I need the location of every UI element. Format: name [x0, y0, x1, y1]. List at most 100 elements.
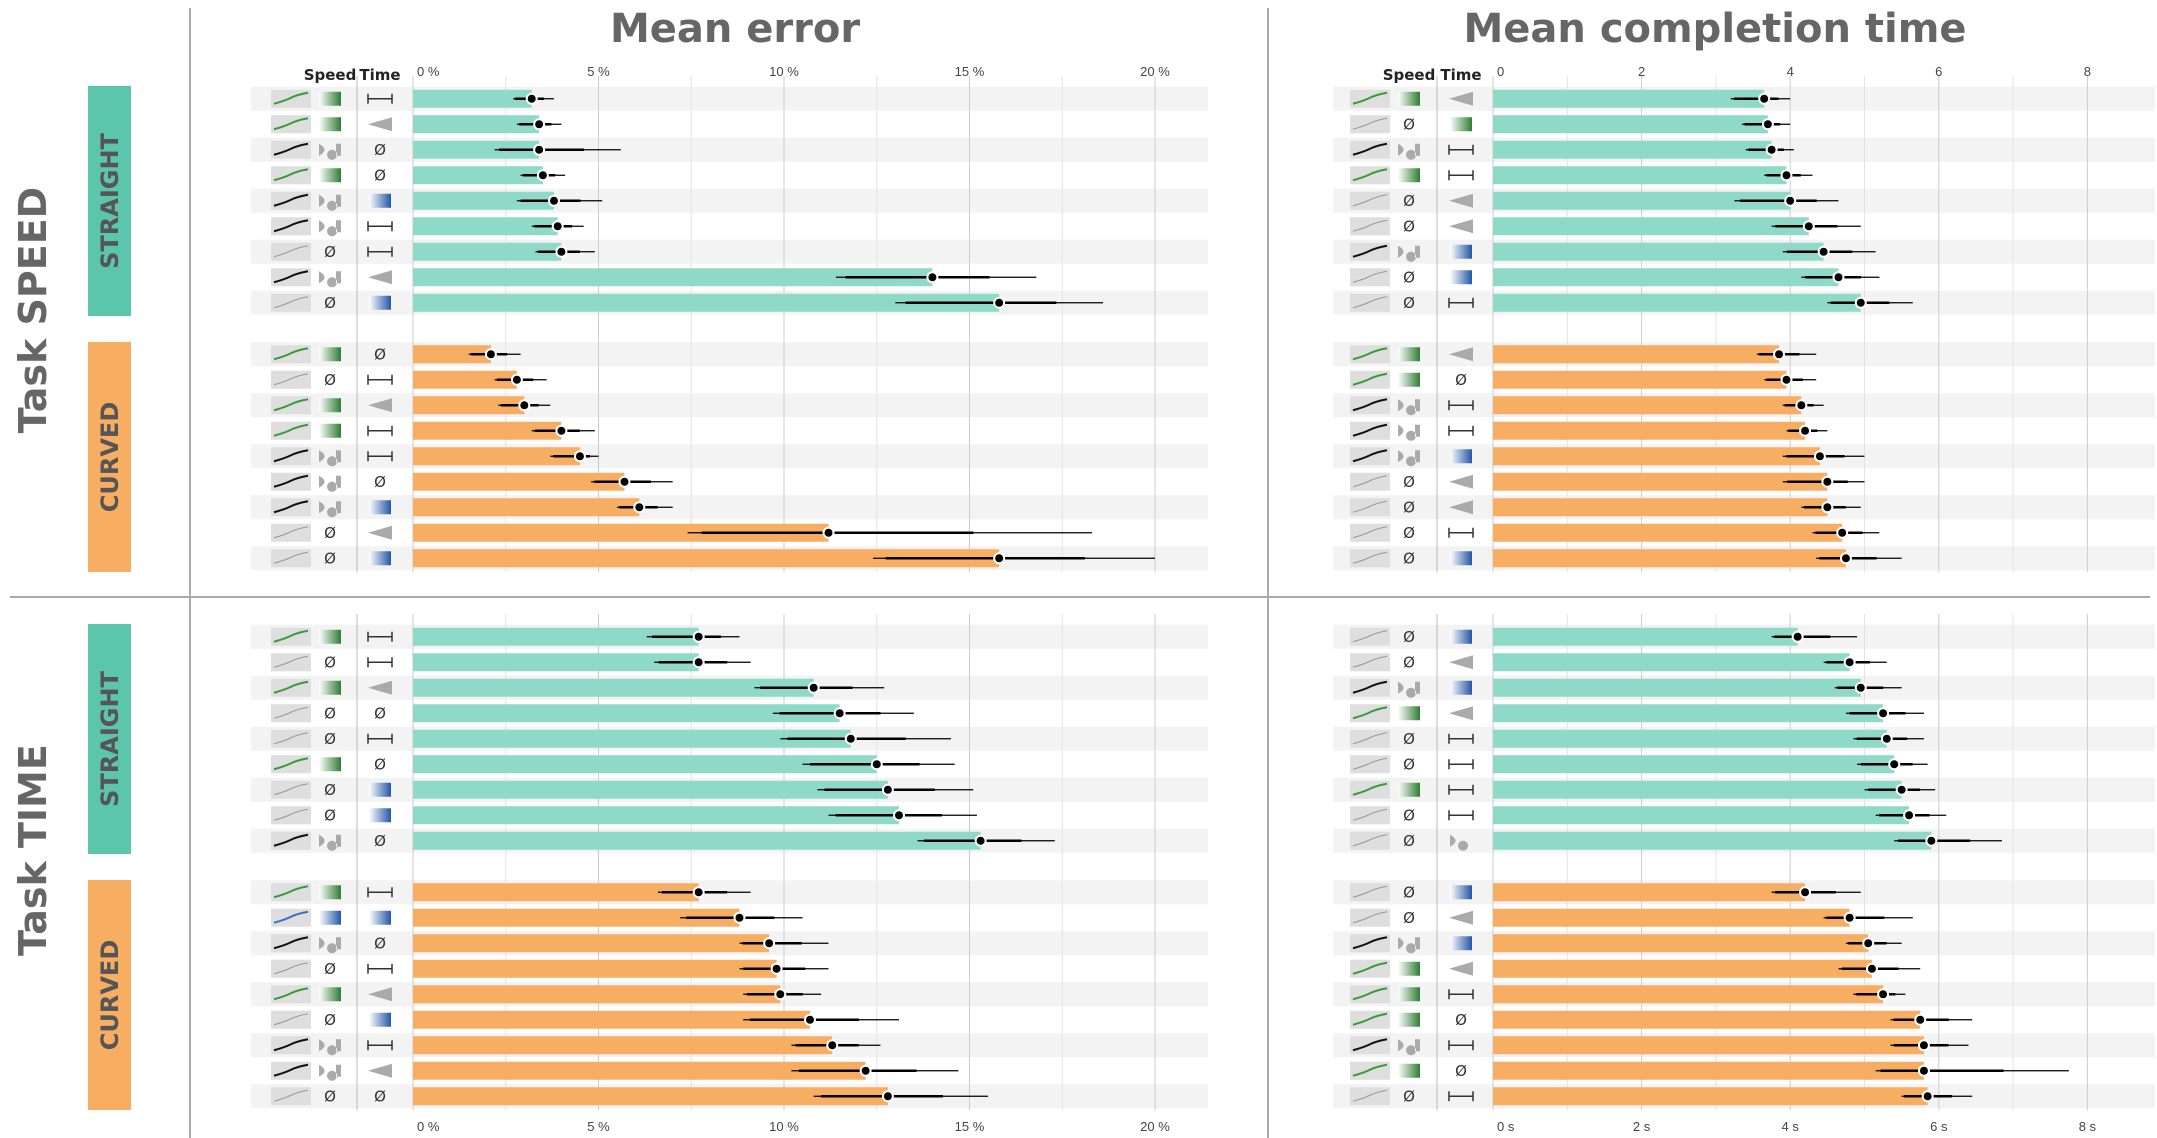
panel-3-curved-row-5-bar: [1493, 1010, 1921, 1029]
panel-1-curved-row-6-mean-point: [1821, 501, 1834, 514]
panel-3-straight-row-6-sparkline-icon-line: [1352, 782, 1388, 796]
panel-0-curved-row-2-bar: [413, 396, 525, 415]
panel-2-straight-row-2-time-icon: [368, 680, 392, 695]
panel-0-straight-row-8-bar: [413, 293, 1000, 312]
panel-3-straight-row-1-sparkline-icon-line: [1352, 655, 1388, 668]
panel-0-curved-row-4-speed-icon: [319, 450, 341, 467]
panel-0-straight-row-4-mean-point: [547, 194, 560, 207]
panel-3-tick-label-2: 4 s: [1782, 1119, 1800, 1134]
panel-0-straight-row-1-bar: [413, 115, 540, 134]
panel-0-straight-row-0-time-icon: [367, 93, 393, 104]
panel-2-straight-row-8-bar: [413, 831, 981, 850]
panel-3-straight-row-4-time-icon: [1448, 733, 1474, 744]
panel-1-straight-row-3-bar: [1493, 166, 1787, 185]
panel-0-stripe-1-2: [251, 393, 1208, 418]
panel-3-straight-row-1-time-icon: [1449, 655, 1473, 670]
panel-3-straight-row-3-time-icon: [1449, 706, 1473, 721]
panel-3-straight-row-7-sparkline-icon-bg: [1350, 806, 1390, 825]
panel-1-curved-row-8-time-icon: [1450, 551, 1472, 566]
panel-0-straight-row-0-speed-icon: [319, 91, 341, 106]
panel-0-curved-row-3-time-icon: [367, 425, 393, 436]
panel-1-straight-row-7-speed-icon: Ø: [1403, 268, 1415, 286]
panel-2-straight-row-0-speed-icon: [319, 629, 341, 644]
panel-0-straight-row-1-sparkline-icon-line: [273, 117, 309, 131]
panel-0-curved-row-8-sparkline-icon-line: [273, 551, 309, 564]
panel-2-straight-row-8-sparkline-icon-line: [273, 833, 309, 847]
panel-3-curved-row-1-sparkline-icon-line: [1352, 911, 1388, 924]
panel-1-curved-row-3-speed-icon: [1398, 424, 1420, 441]
speed-header-error: Speed: [304, 66, 357, 84]
panel-1-straight-row-4-time-icon: [1449, 193, 1473, 208]
panel-3-curved-row-8-time-icon: [1448, 1091, 1474, 1102]
panel-2-straight-row-4-bar: [413, 729, 851, 748]
panel-1-curved-row-0-bar: [1493, 345, 1780, 364]
panel-2-straight-row-4-sparkline-icon-line: [273, 732, 309, 745]
panel-0-curved-row-3-speed-icon: [319, 423, 341, 438]
panel-2-straight-row-6-bar: [413, 780, 888, 799]
panel-2-straight-row-1-mean-point: [692, 656, 705, 669]
panel-0-curved-row-7-time-icon: [368, 525, 392, 540]
panel-0-stripe-1-6: [251, 495, 1208, 520]
panel-2-curved-row-7-speed-icon: [319, 1064, 341, 1081]
panel-3-curved-row-8-mean-point: [1921, 1090, 1934, 1103]
panel-1-straight-row-6-time-icon: [1450, 244, 1472, 259]
badge-curved-time: CURVED: [88, 880, 131, 1110]
panel-0-straight-row-6-mean-point: [555, 245, 568, 258]
panel-0-stripe-0-2: [251, 137, 1208, 162]
panel-2-curved-row-4-bar: [413, 985, 781, 1004]
badge-straight-time: STRAIGHT: [88, 624, 131, 854]
panel-1-straight-row-0-mean-point: [1758, 92, 1771, 105]
panel-0-tick-label-4: 20 %: [1140, 64, 1170, 79]
panel-3-curved-row-0-mean-point: [1799, 886, 1812, 899]
panel-1-curved-row-2-mean-point: [1795, 399, 1808, 412]
panel-1-straight-row-8-bar: [1493, 293, 1861, 312]
panel-2-straight-row-4-speed-icon: Ø: [324, 730, 336, 748]
panel-2-tick-label-1: 5 %: [587, 1119, 610, 1134]
panel-3-straight-row-4-bar: [1493, 729, 1887, 748]
panel-1-curved-row-0-time-icon: [1449, 347, 1473, 362]
panel-0-straight-row-3-bar: [413, 166, 543, 185]
panel-1-curved-row-6-time-icon: [1449, 500, 1473, 515]
panel-0-curved-row-6-bar: [413, 498, 640, 517]
panel-0-straight-row-3-time-icon: Ø: [374, 166, 386, 184]
panel-1-straight-row-4-sparkline-icon-line: [1352, 194, 1388, 207]
panel-3-straight-row-8-sparkline-icon-line: [1352, 834, 1388, 847]
panel-0-straight-row-7-time-icon: [368, 270, 392, 285]
panel-1-curved-row-3-mean-point: [1799, 424, 1812, 437]
panel-1-curved-row-7-bar: [1493, 523, 1843, 542]
panel-0-curved-row-8-bar: [413, 549, 1000, 568]
panel-0-curved-row-0-speed-icon: [319, 347, 341, 362]
panel-3-curved-row-1-mean-point: [1843, 911, 1856, 924]
panel-0-curved-row-4-sparkline-icon-line: [273, 449, 309, 463]
panel-0-curved-row-8-mean-point: [993, 552, 1006, 565]
panel-3-curved-row-0-sparkline-icon-bg: [1350, 883, 1390, 902]
panel-2-straight-row-7-sparkline-icon-line: [273, 808, 309, 821]
panel-2-straight-row-8-mean-point: [974, 834, 987, 847]
panel-3-curved-row-5-time-icon: Ø: [1455, 1011, 1467, 1029]
panel-2-curved-row-0-mean-point: [692, 886, 705, 899]
panel-0-curved-row-5-bar: [413, 472, 625, 491]
panel-3-straight-row-7-mean-point: [1903, 809, 1916, 822]
panel-1-tick-label-4: 8: [2084, 64, 2091, 79]
column-title-error: Mean error: [610, 6, 860, 52]
panel-1-straight-row-6-mean-point: [1817, 245, 1830, 258]
panel-1-curved-row-0-mean-point: [1773, 348, 1786, 361]
panel-2-straight-row-0-mean-point: [692, 630, 705, 643]
badge-curved-speed: CURVED: [88, 342, 131, 572]
panel-1-curved-row-3-sparkline-icon-line: [1352, 423, 1388, 437]
panel-2-curved-row-8-time-icon: Ø: [374, 1087, 386, 1105]
panel-0-straight-row-8-mean-point: [993, 296, 1006, 309]
panel-1-curved-row-7-time-icon: [1448, 527, 1474, 538]
panel-2-curved-row-0-bar: [413, 883, 699, 902]
panel-2-straight-row-5-sparkline-icon-line: [273, 757, 309, 771]
panel-2-curved-row-6-mean-point: [826, 1039, 839, 1052]
panel-1-tick-label-0: 0: [1497, 64, 1504, 79]
panel-1-curved-row-6-bar: [1493, 498, 1828, 517]
panel-2-straight-row-1-speed-icon: Ø: [324, 653, 336, 671]
panel-1-curved-row-2-sparkline-icon-line: [1352, 398, 1388, 412]
panel-1-straight-row-0-sparkline-icon-line: [1352, 91, 1388, 105]
panel-3-straight-row-3-bar: [1493, 704, 1884, 723]
panel-1-curved-row-6-sparkline-icon-line: [1352, 500, 1388, 513]
panel-3-straight-row-1-speed-icon: Ø: [1403, 653, 1415, 671]
